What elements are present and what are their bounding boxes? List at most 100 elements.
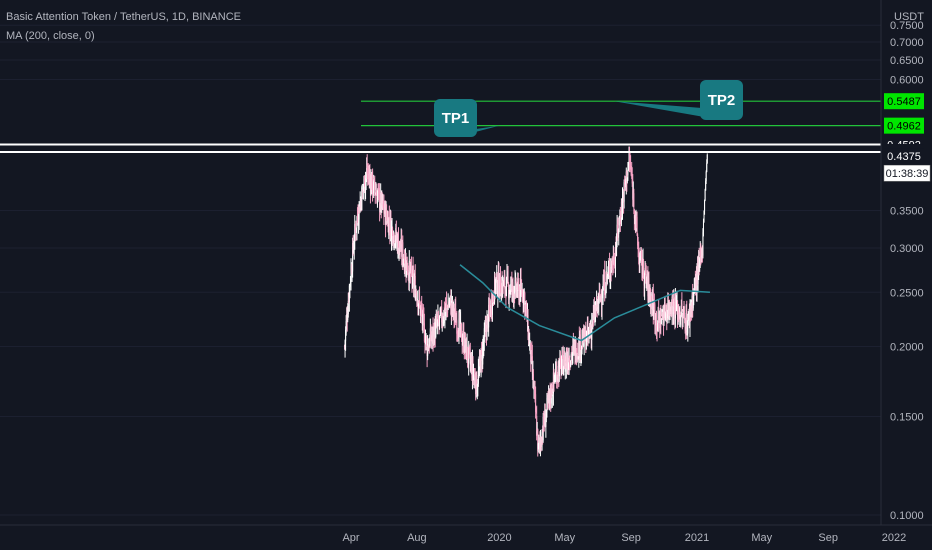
candle-body xyxy=(508,293,510,300)
candle-body xyxy=(542,435,544,437)
candle-body xyxy=(696,267,698,293)
candle-body xyxy=(348,297,350,301)
candle-body xyxy=(701,249,703,258)
candle-body xyxy=(603,274,605,290)
candle-body xyxy=(484,326,486,329)
candle-body xyxy=(375,192,377,195)
candle-body xyxy=(476,375,478,396)
candle-body xyxy=(422,310,424,326)
candle-body xyxy=(638,246,640,258)
price-axis[interactable]: USDT 0.1000 0.1500 0.2000 0.2500 0.3000 0.350… xyxy=(880,0,924,525)
candle-body xyxy=(429,328,431,341)
candle-body xyxy=(596,297,598,311)
candle-body xyxy=(494,276,496,292)
candle-body xyxy=(692,294,694,310)
candle-body xyxy=(522,293,524,301)
time-axis[interactable]: Apr Aug 2020 May Sep 2021 May Sep 2022 xyxy=(0,524,932,544)
candle-body xyxy=(350,267,352,283)
time-tick-label: May xyxy=(751,532,772,544)
candle-body xyxy=(373,178,375,180)
candle-body xyxy=(414,275,416,299)
candle-body xyxy=(637,248,639,250)
candle-body xyxy=(565,355,567,367)
candle-body xyxy=(668,300,670,309)
candle-body xyxy=(664,303,666,319)
candle-body xyxy=(420,307,422,314)
candle-body xyxy=(426,340,428,356)
candle-body xyxy=(509,289,511,292)
candle-body xyxy=(601,299,603,309)
candle-body xyxy=(481,347,483,349)
candle-body xyxy=(656,313,658,328)
candle-body xyxy=(570,360,572,366)
candle-body xyxy=(691,307,693,309)
candle-body xyxy=(522,297,524,302)
candle-body xyxy=(519,287,521,300)
candle-body xyxy=(614,263,616,265)
candle-body xyxy=(353,249,355,253)
candle-body xyxy=(380,192,382,207)
candle-body xyxy=(671,310,673,315)
candle-body xyxy=(653,303,655,314)
candle-body xyxy=(643,261,645,276)
candle-body xyxy=(460,320,462,331)
candle-body xyxy=(398,247,400,256)
candle-body xyxy=(573,344,575,346)
candle-body xyxy=(514,294,516,299)
callout-label: TP2 xyxy=(708,92,736,109)
candle-body xyxy=(699,251,701,256)
candle-body xyxy=(701,247,703,256)
candle-body xyxy=(561,365,563,372)
callouts[interactable]: TP1 TP2 xyxy=(434,80,743,137)
candle-body xyxy=(534,387,536,397)
candle-body xyxy=(436,321,438,325)
ma-series xyxy=(459,264,711,342)
candle-body xyxy=(542,417,544,441)
candle-body xyxy=(651,299,653,309)
candle-body xyxy=(695,276,697,290)
candle-body xyxy=(490,299,492,314)
candle-body xyxy=(419,302,421,315)
candle-body xyxy=(590,327,592,338)
candle-body xyxy=(375,194,377,196)
candle-body xyxy=(381,193,383,206)
ma-line xyxy=(459,264,711,342)
candle-body xyxy=(537,429,539,451)
candle-body xyxy=(355,227,357,229)
candle-body xyxy=(611,260,613,269)
candle-body xyxy=(502,279,504,295)
candle-body xyxy=(388,217,390,224)
candle-body xyxy=(606,274,608,276)
candle-body xyxy=(652,291,654,317)
candle-body xyxy=(543,423,545,426)
candle-body xyxy=(393,234,395,244)
candle-body xyxy=(525,305,527,307)
candle-body xyxy=(579,333,581,358)
candle-body xyxy=(349,284,351,287)
candle-body xyxy=(395,228,397,240)
time-tick-label: Aug xyxy=(407,532,427,544)
candle-body xyxy=(345,321,347,333)
candle-body xyxy=(388,218,390,236)
candle-body xyxy=(478,368,480,373)
candle-body xyxy=(667,302,669,315)
candle-body xyxy=(426,338,428,340)
candle-body xyxy=(482,344,484,365)
candle-body xyxy=(594,310,596,320)
candle-body xyxy=(670,311,672,314)
candle-body xyxy=(446,305,448,307)
candle-body xyxy=(493,296,495,302)
candle-body xyxy=(523,291,525,305)
candle-body xyxy=(659,311,661,331)
candle-body xyxy=(448,304,450,307)
candle-body xyxy=(690,307,692,313)
candle-body xyxy=(580,346,582,353)
indicator-legend[interactable]: MA (200, close, 0) xyxy=(6,30,95,42)
candle-body xyxy=(435,319,437,323)
candle-body xyxy=(449,298,451,301)
candle-body xyxy=(630,163,632,168)
candle-body xyxy=(458,318,460,342)
candle-body xyxy=(493,302,495,304)
symbol-legend[interactable]: Basic Attention Token / TetherUS, 1D, BI… xyxy=(6,11,241,23)
